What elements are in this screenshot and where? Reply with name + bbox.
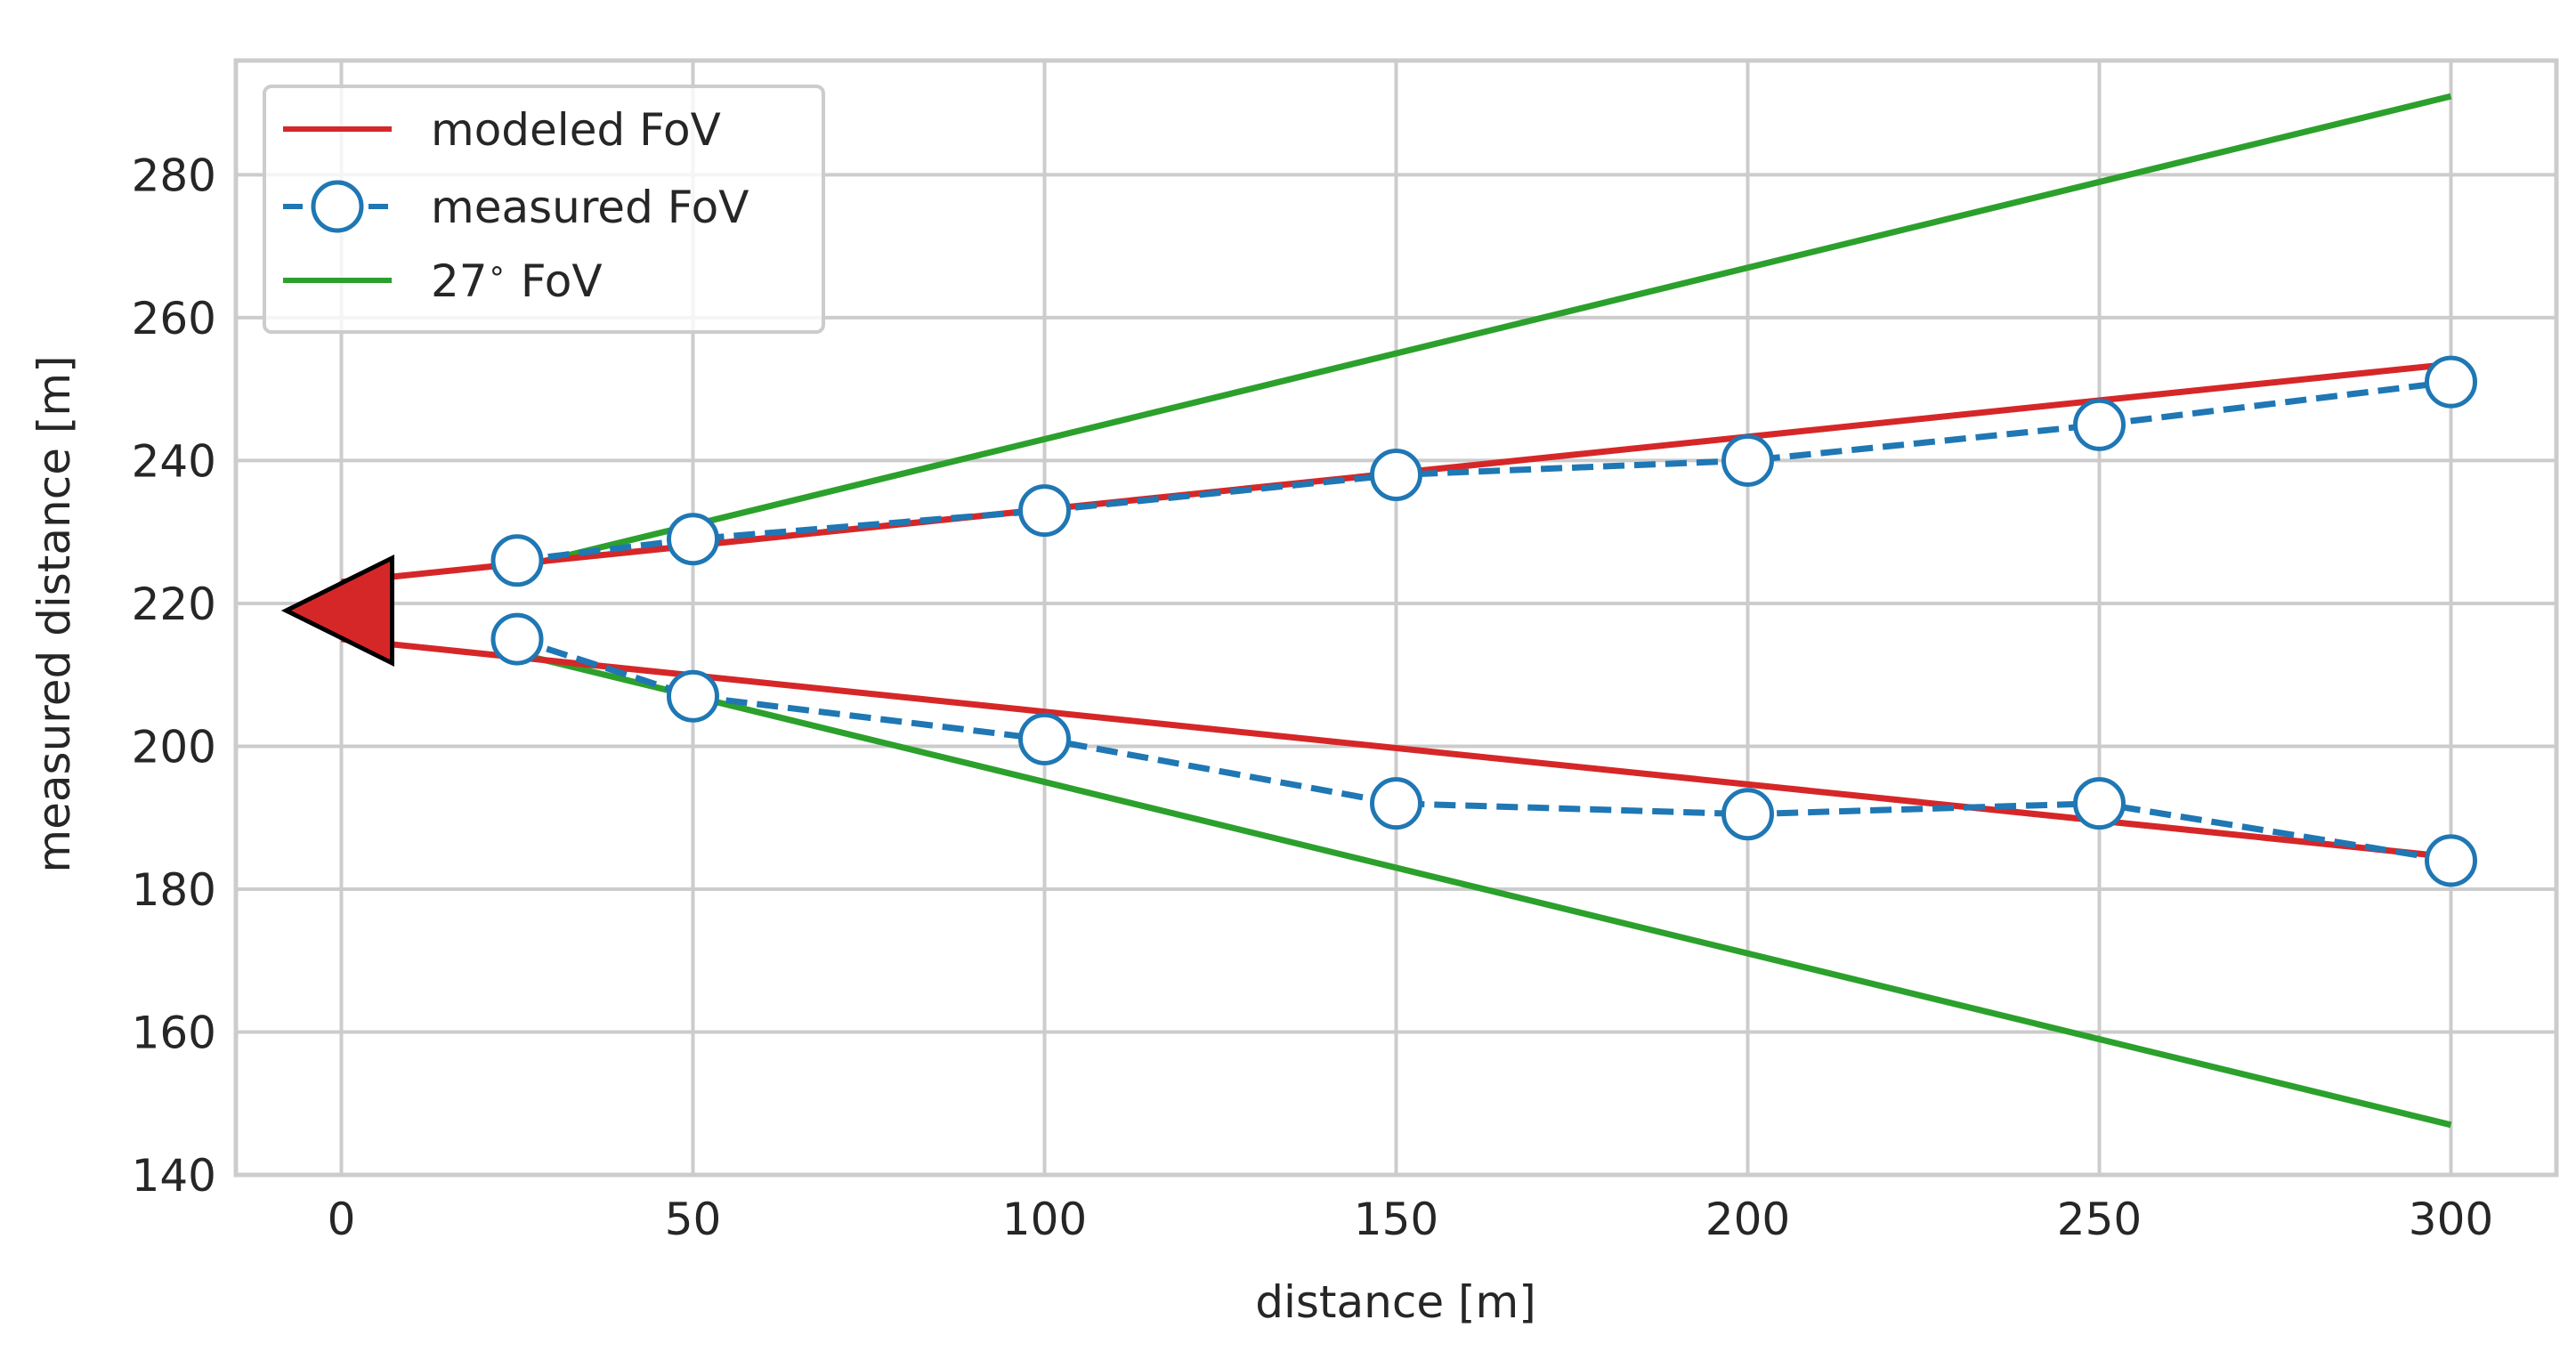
y-tick-label: 140: [132, 1150, 216, 1202]
x-tick-label: 0: [328, 1194, 356, 1245]
x-tick-label: 100: [1002, 1194, 1087, 1245]
fov-27-line-upper: [516, 93, 2452, 571]
sensor-triangle-marker: [280, 554, 394, 668]
x-tick-label: 150: [1354, 1194, 1438, 1245]
legend-label-27-fov-text: FoV: [506, 255, 603, 307]
measured-fov-point-lower: [1721, 788, 1774, 841]
x-tick-label: 250: [2057, 1194, 2142, 1245]
x-axis-label: distance [m]: [1255, 1276, 1535, 1328]
y-tick-label: 280: [132, 150, 216, 201]
measured-fov-point-upper: [667, 513, 719, 566]
legend-handle-measured-marker: [311, 180, 364, 233]
legend-label-modeled: modeled FoV: [431, 104, 721, 156]
y-tick-label: 220: [132, 579, 216, 630]
measured-fov-point-lower: [1370, 777, 1422, 830]
legend-label-27-fov: 27∘ FoV: [431, 253, 603, 307]
measured-fov-point-upper: [1721, 433, 1774, 487]
x-tick-label: 300: [2409, 1194, 2493, 1245]
tick-labels: 0 50 100 150 200 250 300 140 160 180 200 220 240 260 2…: [132, 150, 2494, 1245]
legend: modeled FoV measured FoV 27∘ FoV: [263, 85, 825, 334]
legend-box: [263, 85, 825, 334]
measured-fov-point-lower: [1018, 712, 1071, 765]
measured-fov-point-upper: [490, 534, 544, 587]
measured-fov-point-upper: [2073, 398, 2126, 451]
y-tick-label: 240: [132, 435, 216, 487]
axes-frame: [233, 58, 2559, 1178]
y-tick-label: 200: [132, 721, 216, 773]
measured-fov-point-upper: [2425, 355, 2477, 409]
legend-label-27-fov-number: 27: [431, 255, 488, 307]
y-tick-label: 160: [132, 1007, 216, 1058]
measured-fov-point-upper: [1018, 484, 1071, 538]
plot-frame: [233, 58, 2559, 1178]
measured-fov-point-lower: [490, 612, 544, 666]
measured-fov-point-lower: [667, 669, 719, 723]
x-tick-label: 50: [665, 1194, 722, 1245]
markers: [280, 355, 2477, 887]
measured-fov-point-upper: [1370, 448, 1422, 501]
legend-label-27-fov-degree: ∘: [488, 253, 506, 288]
y-tick-label: 260: [132, 293, 216, 344]
x-tick-label: 200: [1705, 1194, 1790, 1245]
legend-label-measured: measured FoV: [431, 182, 749, 233]
y-tick-label: 180: [132, 864, 216, 916]
measured-fov-point-lower: [2425, 834, 2477, 887]
y-axis-label: measured distance [m]: [28, 355, 80, 872]
fov-27-line-lower: [516, 650, 2452, 1129]
measured-fov-point-lower: [2073, 777, 2126, 830]
